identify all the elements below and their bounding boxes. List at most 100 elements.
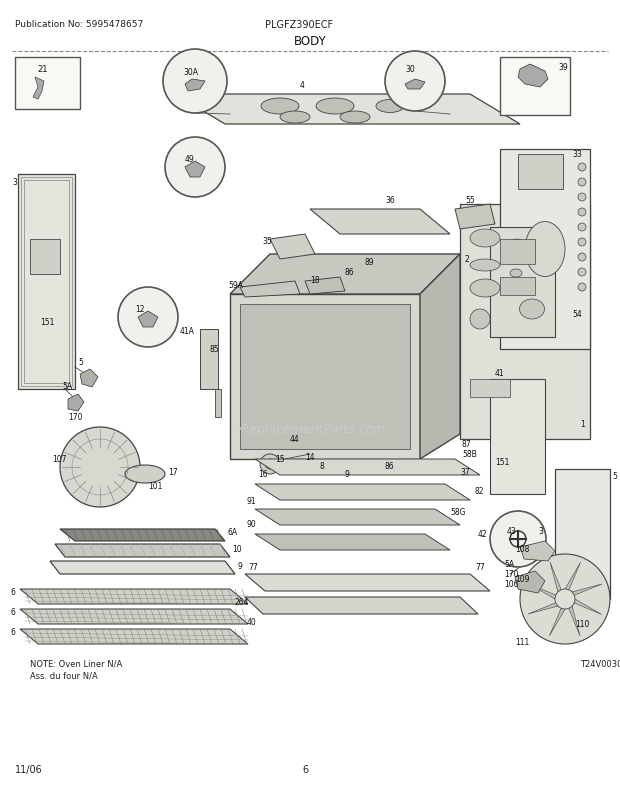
- Ellipse shape: [470, 229, 500, 248]
- Text: 30A: 30A: [183, 68, 198, 77]
- Polygon shape: [305, 277, 345, 294]
- Polygon shape: [460, 205, 590, 439]
- Polygon shape: [255, 534, 450, 550]
- Polygon shape: [405, 80, 425, 90]
- Polygon shape: [55, 545, 230, 557]
- Bar: [200, 330, 218, 390]
- Circle shape: [578, 194, 586, 202]
- Text: 11/06: 11/06: [15, 764, 43, 774]
- Text: 264: 264: [235, 597, 249, 606]
- Polygon shape: [420, 255, 460, 460]
- Text: 6: 6: [302, 764, 308, 774]
- Polygon shape: [255, 460, 480, 476]
- Polygon shape: [518, 65, 548, 88]
- Ellipse shape: [520, 300, 544, 320]
- Text: 85: 85: [210, 345, 219, 354]
- Text: 89: 89: [365, 257, 374, 267]
- Ellipse shape: [280, 111, 310, 124]
- Text: 111: 111: [515, 638, 529, 646]
- Polygon shape: [549, 599, 565, 636]
- Text: 101: 101: [148, 481, 162, 490]
- Polygon shape: [138, 312, 158, 327]
- Text: 77: 77: [248, 562, 258, 571]
- Circle shape: [578, 253, 586, 261]
- Polygon shape: [528, 584, 565, 599]
- Text: 6: 6: [10, 607, 15, 616]
- Circle shape: [578, 239, 586, 247]
- Bar: [500, 150, 590, 350]
- Polygon shape: [528, 599, 565, 614]
- Text: 16: 16: [258, 469, 268, 479]
- Text: 90: 90: [247, 520, 257, 529]
- Text: 77: 77: [475, 562, 485, 571]
- Text: 49: 49: [185, 155, 195, 164]
- Ellipse shape: [525, 222, 565, 277]
- Ellipse shape: [376, 100, 404, 113]
- Ellipse shape: [316, 99, 354, 115]
- Text: 41: 41: [495, 369, 505, 378]
- Circle shape: [163, 50, 227, 114]
- Text: 6: 6: [10, 587, 15, 596]
- Ellipse shape: [470, 310, 490, 330]
- Text: 86: 86: [385, 461, 394, 471]
- Text: T24V0030: T24V0030: [580, 659, 620, 668]
- Text: 170: 170: [504, 569, 518, 578]
- Text: 107: 107: [52, 455, 66, 464]
- Text: 43: 43: [507, 526, 516, 535]
- Circle shape: [578, 164, 586, 172]
- Circle shape: [578, 224, 586, 232]
- Text: 2: 2: [465, 255, 470, 264]
- Text: 3: 3: [538, 526, 543, 535]
- Text: 5: 5: [612, 472, 617, 480]
- Polygon shape: [520, 541, 555, 561]
- Circle shape: [118, 288, 178, 347]
- Text: 36: 36: [385, 196, 395, 205]
- Circle shape: [260, 455, 280, 475]
- Text: 41A: 41A: [180, 326, 195, 335]
- Polygon shape: [20, 589, 248, 604]
- Text: 42: 42: [478, 529, 487, 538]
- Text: 86: 86: [345, 268, 355, 277]
- Polygon shape: [270, 235, 315, 260]
- Circle shape: [578, 209, 586, 217]
- Circle shape: [165, 138, 225, 198]
- Polygon shape: [175, 95, 520, 125]
- Ellipse shape: [510, 269, 522, 277]
- Text: 91: 91: [247, 496, 257, 505]
- Text: Publication No: 5995478657: Publication No: 5995478657: [15, 20, 143, 29]
- Text: 9: 9: [238, 561, 243, 570]
- Polygon shape: [565, 584, 602, 599]
- Text: 151: 151: [40, 318, 55, 326]
- Circle shape: [265, 460, 275, 469]
- Bar: [30, 240, 60, 274]
- Text: 4: 4: [300, 81, 305, 90]
- Polygon shape: [20, 630, 248, 644]
- Text: 5A: 5A: [62, 382, 72, 391]
- Bar: [500, 240, 535, 265]
- Polygon shape: [255, 509, 460, 525]
- Text: 151: 151: [495, 457, 510, 467]
- Bar: [518, 155, 563, 190]
- Polygon shape: [50, 561, 235, 574]
- Text: 54: 54: [572, 310, 582, 318]
- Text: 58B: 58B: [462, 449, 477, 459]
- Text: NOTE: Oven Liner N/A: NOTE: Oven Liner N/A: [30, 659, 122, 668]
- Text: eReplacementParts.com: eReplacementParts.com: [234, 423, 386, 436]
- Polygon shape: [455, 205, 495, 229]
- Ellipse shape: [510, 240, 525, 249]
- Text: 18: 18: [310, 276, 319, 285]
- Polygon shape: [80, 370, 98, 387]
- Polygon shape: [245, 597, 478, 614]
- Text: 82: 82: [475, 486, 484, 496]
- Text: 21: 21: [38, 65, 48, 74]
- Text: BODY: BODY: [294, 35, 326, 48]
- Circle shape: [520, 554, 610, 644]
- Bar: [215, 390, 221, 418]
- Polygon shape: [565, 562, 580, 599]
- Polygon shape: [565, 599, 602, 615]
- Text: 55: 55: [465, 196, 475, 205]
- Ellipse shape: [470, 260, 500, 272]
- Text: 5A: 5A: [504, 559, 514, 569]
- Text: 3: 3: [12, 178, 17, 187]
- Text: 40: 40: [247, 618, 257, 626]
